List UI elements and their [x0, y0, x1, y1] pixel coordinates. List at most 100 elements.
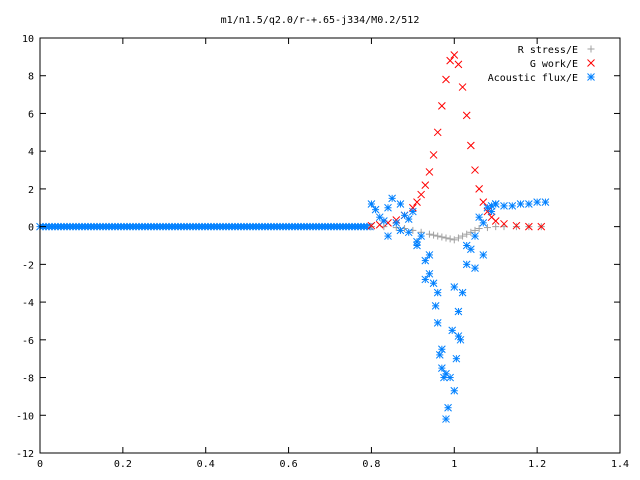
data-point [371, 205, 380, 214]
data-point [442, 415, 450, 423]
data-point [467, 228, 475, 236]
y-tick-label: 10 [22, 34, 34, 45]
data-point [367, 221, 376, 230]
data-point [396, 200, 405, 208]
x-tick-label: 0.4 [197, 459, 215, 470]
y-tick-label: 4 [28, 147, 34, 158]
data-point [463, 230, 471, 238]
data-point [462, 241, 471, 250]
data-point [384, 232, 392, 240]
data-point [450, 236, 458, 244]
data-point [512, 223, 520, 231]
plot-marks [36, 51, 550, 423]
x-tick-label: 0.2 [114, 459, 132, 470]
legend-marker [587, 59, 595, 67]
data-point [525, 200, 533, 208]
series-1 [367, 51, 546, 231]
data-point [442, 369, 450, 378]
legend: R stress/E G work/E Acoustic flux/E [488, 45, 595, 84]
data-point [409, 203, 417, 212]
data-point [491, 200, 500, 208]
data-point [404, 228, 413, 237]
data-point [479, 219, 488, 227]
x-tick-label: 0.8 [362, 459, 380, 470]
series-0 [367, 223, 545, 244]
data-point [475, 185, 483, 193]
y-tick-label: -8 [22, 374, 34, 385]
data-point [448, 326, 457, 335]
legend-label: G work/E [530, 59, 578, 70]
data-point [475, 213, 483, 222]
data-point [425, 168, 434, 176]
data-point [541, 198, 550, 206]
y-tick-label: -2 [22, 260, 34, 271]
data-point [438, 345, 446, 354]
data-point [425, 251, 434, 259]
data-point [525, 222, 533, 231]
x-tick-label: 1.2 [528, 459, 546, 470]
legend-marker [587, 45, 595, 53]
data-point [433, 288, 442, 297]
data-point [512, 221, 521, 230]
data-point [454, 60, 463, 69]
x-tick-label: 1.4 [611, 459, 629, 470]
data-point [483, 224, 491, 232]
data-point [442, 234, 450, 242]
data-point [367, 223, 375, 231]
x-tick-label: 0.6 [280, 459, 298, 470]
data-point [446, 56, 454, 65]
data-point [500, 219, 508, 228]
legend-marker [587, 73, 595, 81]
data-point [429, 279, 438, 288]
data-point [430, 231, 438, 239]
data-point [467, 141, 475, 150]
data-point [458, 288, 467, 297]
data-point [467, 245, 475, 254]
data-point [516, 200, 525, 208]
data-point [433, 318, 442, 327]
data-point [438, 233, 446, 241]
data-point [434, 232, 442, 240]
data-point [452, 354, 461, 363]
plot-frame [39, 37, 621, 454]
y-tick-label: -12 [16, 449, 34, 460]
data-point [425, 269, 434, 278]
data-point [454, 307, 463, 316]
data-point [417, 232, 425, 240]
data-point [413, 198, 421, 206]
x-tick-label: 1 [451, 459, 457, 470]
data-point [392, 219, 401, 227]
data-point [454, 332, 463, 340]
data-point [462, 260, 471, 269]
data-point [421, 256, 430, 265]
data-point [404, 215, 413, 223]
data-point [475, 225, 483, 233]
data-point [458, 83, 467, 91]
y-tick-label: -6 [22, 336, 34, 347]
data-point [471, 264, 479, 272]
data-point [380, 217, 388, 225]
data-point [367, 200, 376, 208]
data-point [396, 226, 405, 235]
data-point [438, 102, 446, 110]
data-point [446, 235, 454, 243]
y-tick-label: 2 [28, 185, 34, 196]
data-point [533, 198, 541, 206]
data-point [450, 386, 459, 395]
data-point [421, 275, 430, 284]
series-2 [367, 194, 550, 423]
data-point [442, 75, 450, 84]
data-point [433, 128, 442, 137]
data-point [450, 283, 459, 291]
data-point [508, 202, 517, 210]
x-tick-label: 0 [37, 459, 43, 470]
data-point [388, 194, 396, 203]
acoustic-baseline-band [36, 222, 374, 231]
data-point [413, 237, 421, 246]
data-point [537, 222, 546, 231]
data-point [429, 151, 438, 159]
data-point [471, 166, 479, 174]
data-point [384, 203, 392, 212]
y-tick-label: -10 [16, 411, 34, 422]
data-point [459, 232, 467, 240]
